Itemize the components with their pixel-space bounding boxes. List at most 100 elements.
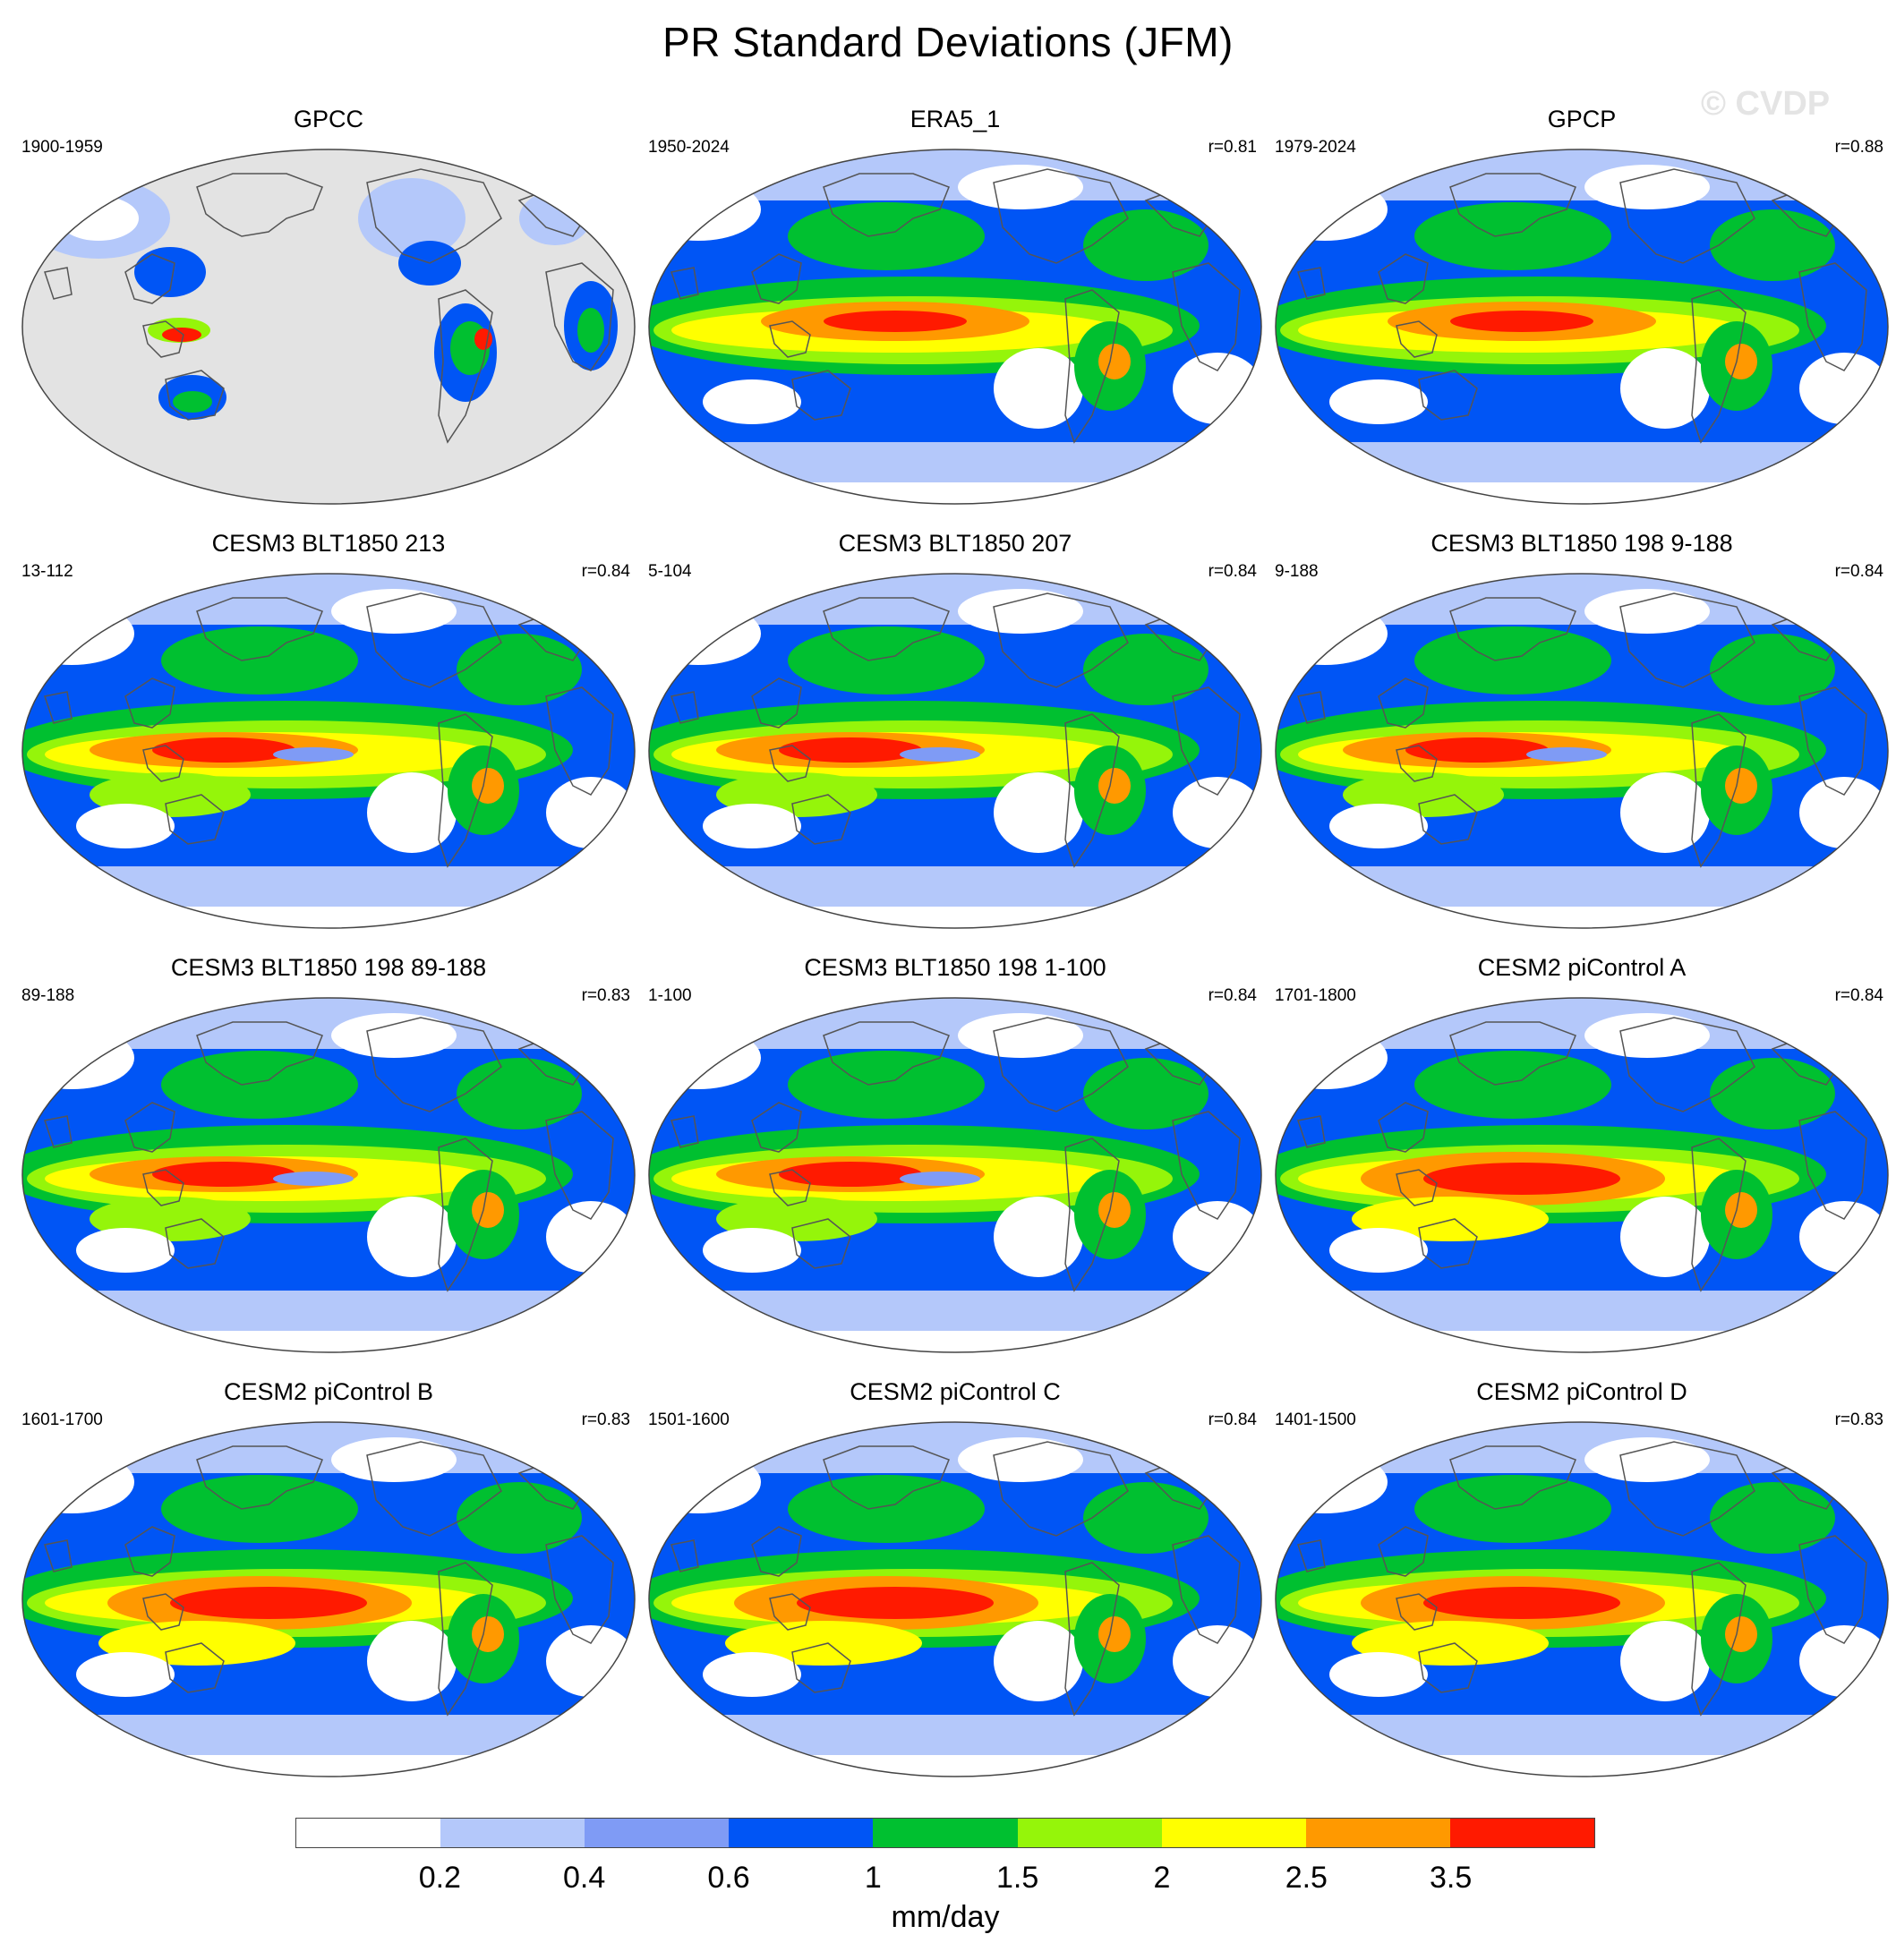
coastline [1619, 1441, 1755, 1537]
dry-south-indian [1329, 804, 1428, 848]
coastline [670, 1115, 699, 1148]
colorbar-box [1161, 1819, 1306, 1847]
coastline [196, 597, 323, 661]
panel-period: 1900-1959 [21, 138, 103, 157]
dry-south-atlantic [1173, 777, 1261, 848]
dry-south-pacific [994, 1621, 1083, 1701]
panel-correlation: r=0.84 [1208, 986, 1257, 1005]
coastline [1418, 794, 1478, 845]
dry-south-pacific [367, 1621, 457, 1701]
coastline [1172, 262, 1241, 371]
dry-south-atlantic [1799, 1201, 1888, 1273]
map-frame [21, 149, 636, 505]
coastline [142, 745, 184, 782]
panel-correlation: r=0.84 [1834, 562, 1883, 581]
field-arctic [1276, 1422, 1888, 1473]
dry-south-pacific [1620, 348, 1710, 429]
dry-south-indian [703, 1652, 801, 1697]
precip-std-map [648, 1421, 1262, 1777]
field-pole [22, 1755, 635, 1777]
map-frame [21, 1421, 636, 1777]
dry-south-indian [1329, 379, 1428, 424]
field-pole [649, 907, 1261, 928]
colorbar-tick-label: 0.6 [707, 1861, 750, 1895]
south-america-field [1725, 768, 1757, 804]
coastline [791, 1642, 851, 1693]
coastline [1172, 1111, 1241, 1220]
coastline [1064, 1138, 1120, 1292]
south-america-field [1098, 768, 1131, 804]
field-pole [649, 1755, 1261, 1777]
coastline [670, 267, 699, 300]
coastline [1396, 1169, 1438, 1206]
panel-title: CESM3 BLT1850 198 9-188 [1431, 530, 1733, 557]
field-pole [22, 907, 635, 928]
missing-data-ocean [22, 149, 635, 504]
field-pole [1276, 1755, 1888, 1777]
coastline [124, 677, 175, 729]
map-frame [1275, 149, 1889, 505]
field-arctic [649, 998, 1261, 1049]
map-frame [648, 1421, 1262, 1777]
storm-track-pacific [1414, 202, 1611, 270]
dry-south-pacific [1620, 772, 1710, 853]
map-panel: GPCC 1900-1959 [18, 106, 639, 507]
dry-south-indian [703, 379, 801, 424]
precip-std-map [1275, 997, 1889, 1353]
coastline [993, 1441, 1129, 1537]
coastline [670, 1539, 699, 1572]
panel-correlation: r=0.84 [1208, 562, 1257, 581]
panel-period: 1-100 [648, 986, 692, 1005]
coastline [670, 691, 699, 724]
coastline [1418, 1642, 1478, 1693]
panel-correlation: r=0.81 [1208, 138, 1257, 157]
colorbar-units: mm/day [891, 1900, 1000, 1934]
precip-std-map [1275, 149, 1889, 505]
land-field [162, 328, 201, 342]
field-arctic [649, 574, 1261, 625]
dry-south-atlantic [1173, 1201, 1261, 1273]
coastline [1449, 1445, 1576, 1510]
coastline [366, 168, 502, 264]
coastline [1172, 1535, 1241, 1644]
field-pole [1276, 907, 1888, 928]
coastline [142, 320, 184, 358]
coastline [142, 1169, 184, 1206]
dry-south-indian [76, 1652, 175, 1697]
colorbar [295, 1818, 1595, 1848]
field-pole [1276, 482, 1888, 504]
colorbar-legend: 0.2 0.4 0.6 1 1.5 2 2.5 3.5 mm/day [295, 1818, 1595, 1934]
field-arctic [22, 574, 635, 625]
map-panel: GPCP 1979-2024 r=0.88 [1271, 106, 1892, 507]
coastline [1297, 691, 1326, 724]
coastline [1798, 1535, 1867, 1644]
field-arctic [649, 149, 1261, 200]
panel-title: CESM2 piControl C [850, 1378, 1061, 1405]
coastline [751, 1526, 802, 1577]
dry-north-america [331, 1437, 457, 1482]
panel-correlation: r=0.83 [581, 1410, 630, 1429]
coastline [438, 713, 493, 868]
colorbar-box [440, 1819, 585, 1847]
coastline [1396, 320, 1438, 358]
coastline [791, 794, 851, 845]
map-panel: CESM2 piControl B 1601-1700 r=0.83 [18, 1378, 639, 1779]
dry-south-pacific [367, 1197, 457, 1277]
panel-period: 1401-1500 [1275, 1410, 1356, 1429]
colorbar-tick-label: 3.5 [1430, 1861, 1473, 1895]
dry-south-pacific [994, 348, 1083, 429]
field-arctic [22, 998, 635, 1049]
map-panel: CESM2 piControl C 1501-1600 r=0.84 [645, 1378, 1266, 1779]
storm-track-pacific [161, 1051, 358, 1119]
panel-period: 5-104 [648, 562, 692, 581]
map-panel: CESM3 BLT1850 198 89-188 89-188 r=0.83 [18, 954, 639, 1355]
dry-south-pacific [1620, 1197, 1710, 1277]
coastline [769, 745, 811, 782]
coastline [1619, 1017, 1755, 1112]
storm-track-pacific [161, 1475, 358, 1543]
coastline [1378, 677, 1429, 729]
storm-track-atlantic [1083, 634, 1208, 705]
storm-track-pacific [1414, 1475, 1611, 1543]
map-frame [21, 997, 636, 1353]
coastline [1798, 686, 1867, 796]
